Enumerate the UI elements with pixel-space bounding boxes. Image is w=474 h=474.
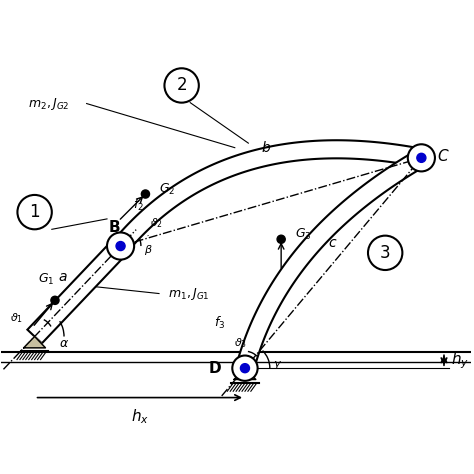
Text: $a$: $a$ bbox=[58, 270, 68, 284]
Text: $m_2, J_{G2}$: $m_2, J_{G2}$ bbox=[28, 96, 69, 111]
Text: $\mathbf{B}$: $\mathbf{B}$ bbox=[108, 219, 120, 235]
Text: $\alpha$: $\alpha$ bbox=[60, 337, 70, 350]
Text: $b$: $b$ bbox=[261, 140, 272, 155]
Text: $f_2$: $f_2$ bbox=[133, 197, 144, 213]
Polygon shape bbox=[236, 150, 426, 371]
Text: $\beta$: $\beta$ bbox=[144, 243, 153, 256]
Text: $f_3$: $f_3$ bbox=[214, 315, 226, 331]
Polygon shape bbox=[234, 368, 256, 380]
Text: $\mathbf{D}$: $\mathbf{D}$ bbox=[209, 360, 222, 376]
Text: $c$: $c$ bbox=[328, 236, 338, 250]
Text: 3: 3 bbox=[380, 244, 391, 262]
Circle shape bbox=[277, 235, 285, 243]
Text: $G_2$: $G_2$ bbox=[159, 182, 175, 197]
Text: $G_1$: $G_1$ bbox=[38, 272, 54, 287]
Text: $\vartheta_3$: $\vartheta_3$ bbox=[234, 337, 247, 350]
Text: $m_1, J_{G1}$: $m_1, J_{G1}$ bbox=[168, 285, 210, 301]
Circle shape bbox=[116, 242, 125, 251]
Text: $\vartheta_1$: $\vartheta_1$ bbox=[10, 311, 23, 325]
Circle shape bbox=[164, 68, 199, 103]
Text: $\gamma$: $\gamma$ bbox=[273, 358, 283, 371]
Text: 1: 1 bbox=[29, 203, 40, 221]
Circle shape bbox=[51, 296, 59, 304]
Text: $\vartheta_2$: $\vartheta_2$ bbox=[150, 217, 163, 230]
Polygon shape bbox=[24, 337, 46, 348]
Text: $C$: $C$ bbox=[437, 147, 450, 164]
Circle shape bbox=[368, 236, 402, 270]
Circle shape bbox=[408, 144, 435, 172]
Circle shape bbox=[18, 195, 52, 229]
Circle shape bbox=[417, 153, 426, 163]
Text: 2: 2 bbox=[176, 76, 187, 94]
Circle shape bbox=[107, 232, 134, 260]
Circle shape bbox=[141, 190, 149, 198]
Circle shape bbox=[232, 356, 258, 381]
Polygon shape bbox=[114, 140, 423, 252]
Text: $h_x$: $h_x$ bbox=[131, 408, 149, 426]
Text: $G_3$: $G_3$ bbox=[295, 227, 311, 242]
Text: $h_y$: $h_y$ bbox=[451, 350, 469, 371]
Polygon shape bbox=[27, 239, 128, 343]
Circle shape bbox=[240, 364, 249, 373]
